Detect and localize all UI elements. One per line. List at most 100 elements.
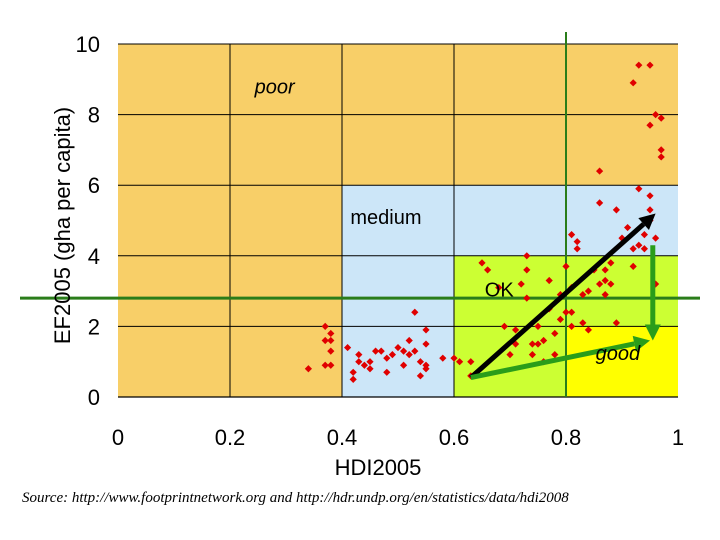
data-point [327,336,335,345]
data-point [405,351,413,359]
x-tick-label: 0.2 [215,425,246,450]
data-point [383,368,391,376]
data-point [657,146,665,154]
data-point [652,111,660,119]
green-arrow-right-shaft [470,341,635,381]
data-point [579,319,587,327]
data-point [321,336,329,345]
data-point [528,340,536,348]
data-point [573,238,581,246]
data-point [478,259,486,267]
data-point [556,315,564,323]
data-point [467,358,475,366]
data-point [657,153,665,161]
data-point [584,287,592,295]
data-point [422,326,430,334]
y-tick-label: 4 [88,244,100,269]
black-arrow-shaft [469,222,646,380]
data-point [629,245,637,253]
data-point [534,322,542,330]
data-point [534,340,542,348]
data-point [405,336,413,345]
data-point [646,61,654,69]
data-point [596,167,604,175]
x-tick-label: 0.4 [327,425,358,450]
data-point [635,185,643,193]
data-point [607,259,615,267]
data-point [400,361,408,369]
data-point [355,358,363,366]
data-point [523,294,531,302]
data-point [652,280,660,288]
data-point [551,351,559,359]
data-point [506,351,514,359]
black-arrow-head [638,213,656,231]
y-tick-label: 6 [88,173,100,198]
data-point [355,351,363,359]
data-point [349,368,357,376]
data-point [321,361,329,369]
data-point [321,322,329,330]
data-point [612,206,620,214]
y-tick-label: 0 [88,385,100,410]
data-point [635,241,643,249]
data-point [568,322,576,330]
green-arrow-right [470,335,650,381]
data-point [545,276,553,285]
data-point [562,308,570,316]
data-point [601,291,609,299]
data-point [640,245,648,253]
data-point [646,121,654,129]
data-point [551,329,559,338]
data-point [596,199,604,207]
data-point [344,343,352,352]
data-point [450,354,458,362]
y-tick-label: 10 [76,32,100,57]
data-point [388,351,396,359]
data-point [607,280,615,288]
data-point [512,326,520,334]
data-point [624,223,632,232]
zone-label-poor: poor [254,76,296,98]
y-tick-label: 2 [88,314,100,339]
data-point [360,361,368,369]
data-point [394,343,402,352]
data-point [411,347,419,355]
x-tick-label: 1 [672,425,684,450]
data-point [523,252,531,260]
zone-label-ok: OK [485,279,515,301]
x-tick-label: 0.8 [551,425,582,450]
y-axis-title: EF2005 (gha per capita) [50,107,75,344]
data-point [640,231,648,239]
data-point [629,79,637,87]
data-point [568,231,576,239]
data-point [416,358,424,366]
data-point [562,262,570,270]
data-point [327,329,335,338]
data-point [528,351,536,359]
data-point [383,354,391,362]
data-point [601,276,609,285]
data-point [540,336,548,345]
zone-good [566,326,678,397]
data-point [568,308,576,316]
data-point [584,326,592,334]
data-point [573,245,581,253]
data-point [349,375,357,383]
data-point [400,347,408,355]
y-tick-label: 8 [88,103,100,128]
black-arrow [469,213,656,380]
data-point [411,308,419,316]
green-arrow-right-head [632,335,650,352]
data-point [304,365,312,373]
data-point [601,266,609,274]
data-point [612,319,620,327]
data-point [596,280,604,288]
data-point [377,347,385,355]
data-point [646,192,654,200]
data-point [422,340,430,348]
data-point [635,61,643,69]
data-point [439,354,447,362]
data-point [422,361,430,369]
